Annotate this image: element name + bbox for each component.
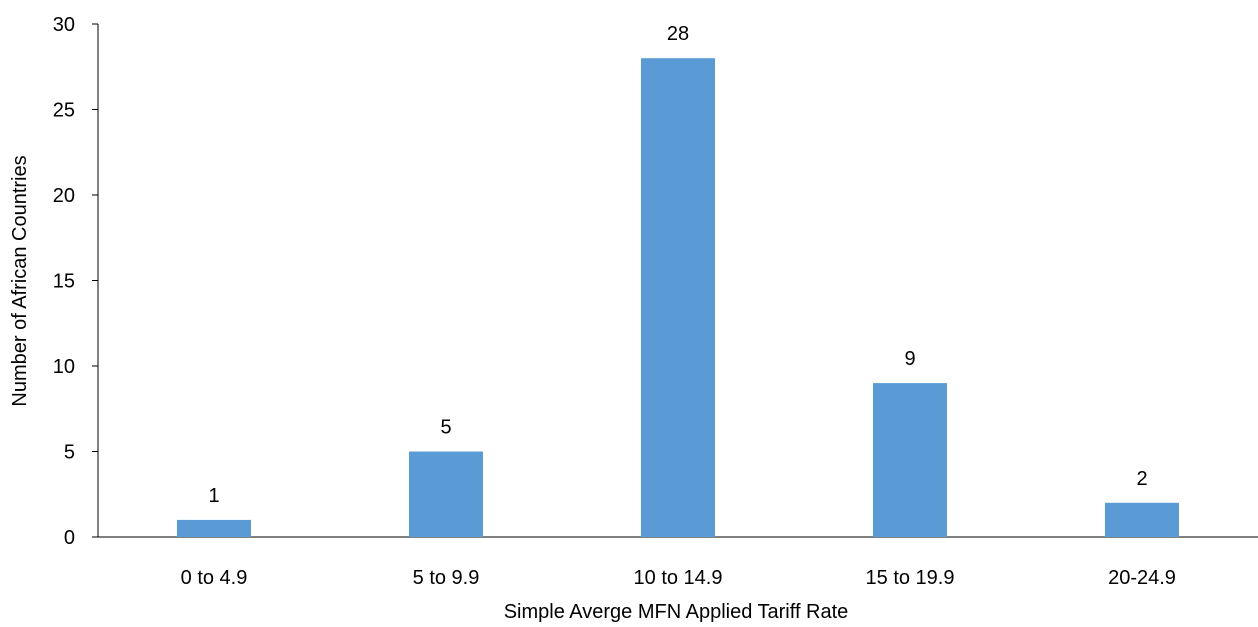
data-label: 9	[904, 348, 915, 370]
y-tick-label: 20	[53, 185, 75, 207]
y-tick-label: 25	[53, 100, 75, 122]
x-tick-label: 15 to 19.9	[866, 567, 955, 589]
x-tick-label: 5 to 9.9	[413, 567, 480, 589]
bar	[873, 383, 947, 537]
y-tick-label: 5	[64, 442, 75, 464]
data-label: 28	[667, 23, 689, 45]
data-label: 5	[440, 417, 451, 439]
bars	[177, 58, 1179, 537]
x-tick-labels: 0 to 4.9 5 to 9.9 10 to 14.9 15 to 19.9 20-2…	[181, 567, 1176, 589]
data-label: 1	[208, 485, 219, 507]
x-tick-label: 20-24.9	[1108, 567, 1176, 589]
y-tick-label: 30	[53, 14, 75, 36]
y-tick-label: 15	[53, 271, 75, 293]
bar	[409, 451, 483, 537]
bar	[641, 58, 715, 537]
y-tick-label: 0	[64, 527, 75, 549]
y-tick-labels: 0 5 10 15 20 25 30	[53, 14, 98, 549]
x-tick-label: 10 to 14.9	[634, 567, 723, 589]
y-tick-label: 10	[53, 356, 75, 378]
data-label: 2	[1136, 468, 1147, 490]
x-tick-label: 0 to 4.9	[181, 567, 248, 589]
bar	[177, 519, 251, 537]
data-labels: 1 5 28 9 2	[208, 23, 1147, 507]
x-axis-title: Simple Averge MFN Applied Tariff Rate	[504, 601, 849, 622]
bar	[1105, 502, 1179, 537]
y-axis-title: Number of African Countries	[9, 155, 31, 406]
